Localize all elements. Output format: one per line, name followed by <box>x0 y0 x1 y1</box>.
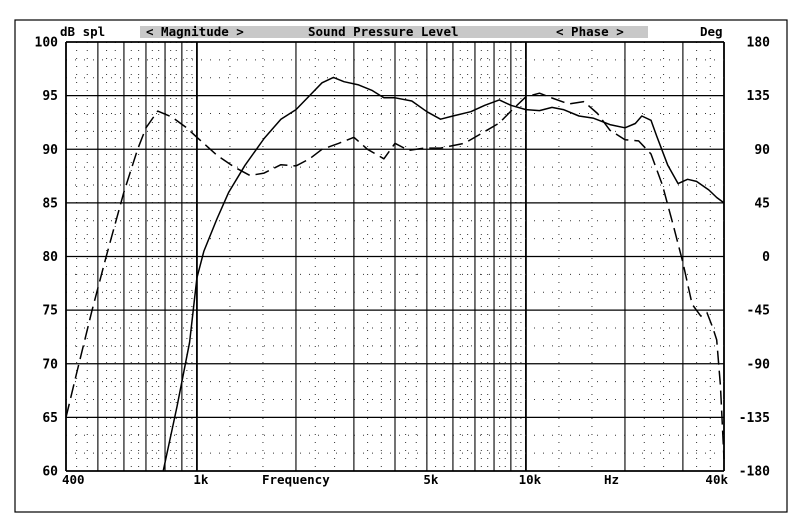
x-tick-label: 400 <box>62 472 85 487</box>
y-left-tick-label: 80 <box>42 250 58 265</box>
magnitude-label: < Magnitude > <box>146 24 244 39</box>
y-right-tick-label: 90 <box>754 143 770 158</box>
left-unit-label: dB spl <box>60 24 105 39</box>
y-left-tick-label: 85 <box>42 196 58 211</box>
chart-title: Sound Pressure Level <box>308 24 459 39</box>
header-strip <box>140 26 648 38</box>
x-tick-label: 5k <box>423 472 439 487</box>
outer-frame <box>14 19 788 513</box>
y-right-tick-label: -135 <box>739 411 770 426</box>
phase-label: < Phase > <box>556 24 624 39</box>
y-right-tick-label: 0 <box>762 250 770 265</box>
y-right-tick-label: 45 <box>754 196 770 211</box>
y-left-tick-label: 65 <box>42 411 58 426</box>
x-axis-label: Frequency <box>262 472 330 487</box>
y-right-tick-label: -180 <box>739 465 770 480</box>
y-right-tick-label: 135 <box>747 89 770 104</box>
y-left-tick-label: 90 <box>42 143 58 158</box>
x-tick-label: 10k <box>519 472 542 487</box>
x-tick-label: 40k <box>705 472 728 487</box>
y-left-tick-label: 70 <box>42 357 58 372</box>
y-right-tick-label: 180 <box>747 36 771 51</box>
y-left-tick-label: 100 <box>35 36 59 51</box>
y-left-tick-label: 75 <box>42 304 58 319</box>
x-unit-label: Hz <box>604 472 619 487</box>
y-right-tick-label: -90 <box>747 357 771 372</box>
magnitude-series-line <box>162 76 725 472</box>
y-left-tick-label: 60 <box>42 465 58 480</box>
y-left-tick-label: 95 <box>42 89 58 104</box>
x-tick-label: 1k <box>193 472 209 487</box>
y-right-tick-label: -45 <box>747 304 770 319</box>
phase-series-line <box>65 92 725 460</box>
right-unit-label: Deg <box>700 24 723 39</box>
